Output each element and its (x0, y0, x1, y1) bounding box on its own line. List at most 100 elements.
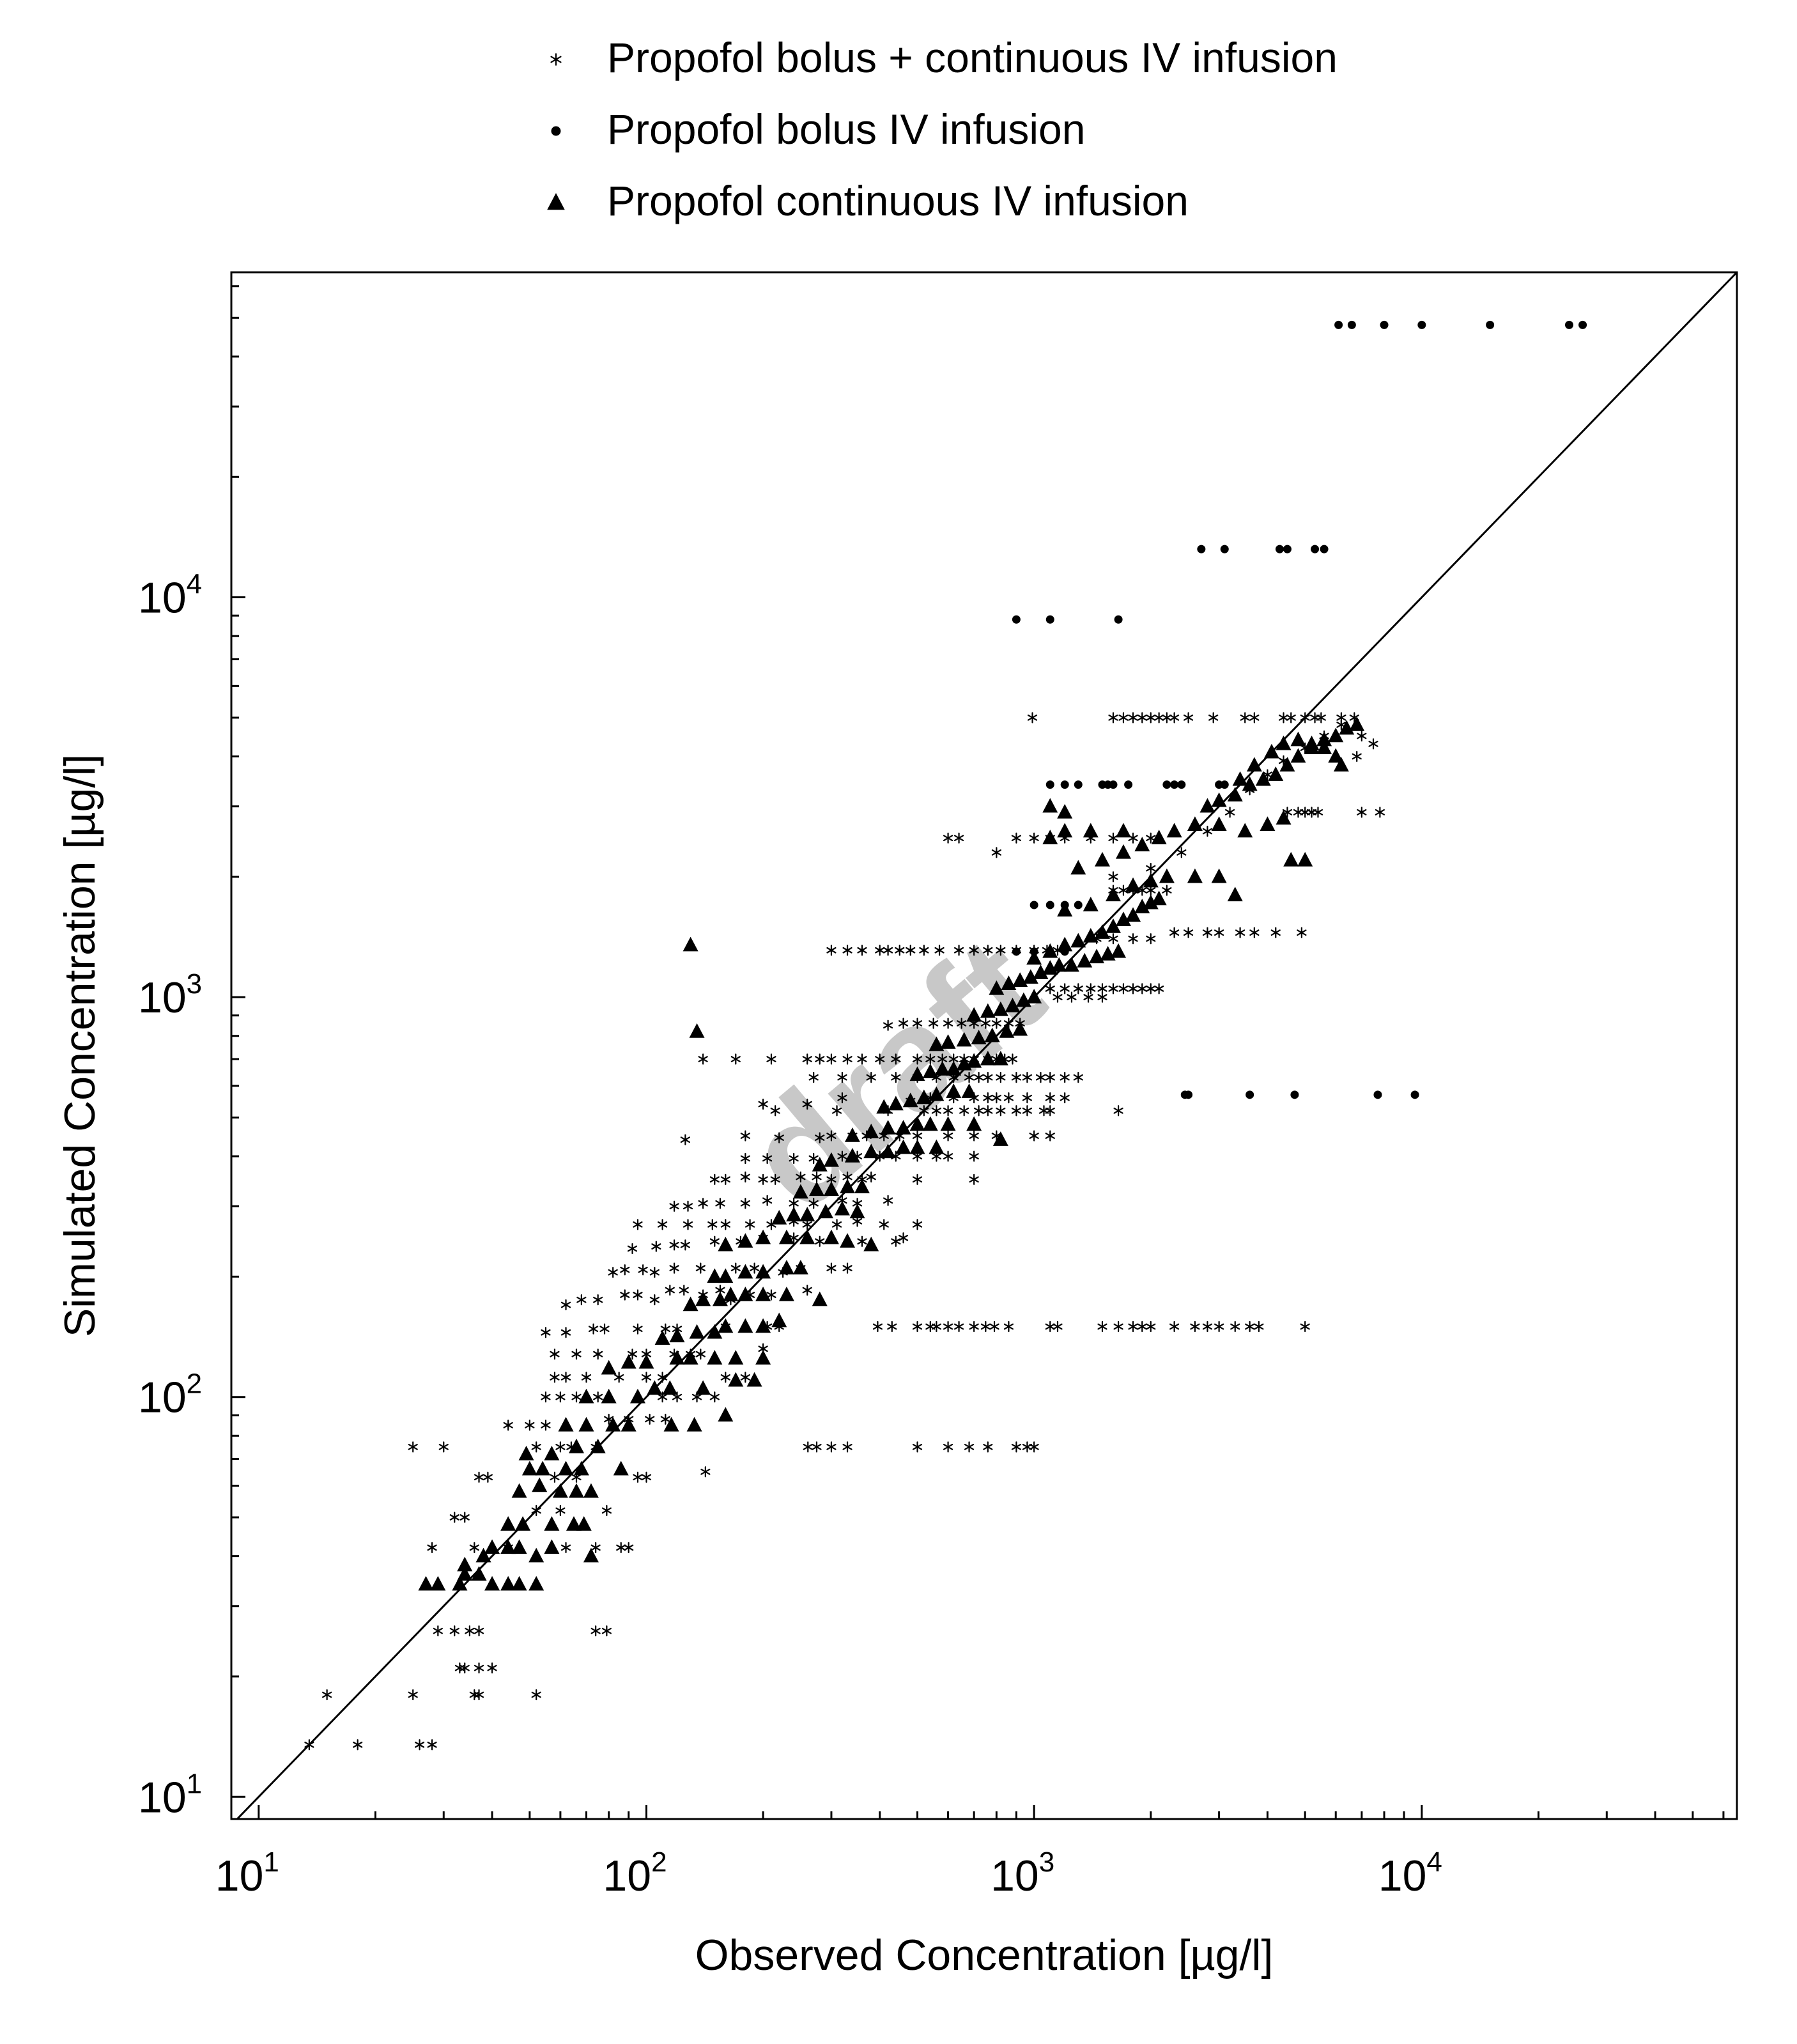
data-point-triangle (728, 1350, 744, 1365)
data-point-asterisk (1045, 983, 1055, 995)
data-point-triangle (515, 1516, 531, 1531)
data-point-asterisk (1073, 983, 1083, 995)
data-point-triangle (590, 1438, 606, 1453)
data-point-triangle (1125, 877, 1141, 892)
data-point-asterisk (541, 1420, 551, 1431)
data-point-asterisk (531, 1441, 541, 1453)
data-point-triangle (1237, 823, 1253, 838)
data-point-dot (1045, 901, 1054, 910)
data-point-asterisk (808, 1198, 819, 1209)
data-point-triangle (834, 1200, 850, 1216)
data-point-triangle (1012, 1021, 1028, 1036)
data-point-asterisk (531, 1505, 541, 1516)
data-point-triangle (1083, 823, 1099, 838)
data-point-triangle (1283, 851, 1299, 867)
plot-frame (230, 271, 1738, 1820)
watermark: draft (716, 905, 1072, 1241)
data-point-asterisk (709, 1235, 720, 1247)
data-point-asterisk (1035, 1072, 1046, 1083)
data-point-asterisk (1169, 712, 1180, 724)
data-point-triangle (999, 1023, 1015, 1038)
data-point-triangle (812, 1291, 828, 1306)
data-point-asterisk (658, 1219, 668, 1230)
data-point-asterisk (599, 1323, 610, 1335)
data-point-asterisk (709, 1173, 720, 1185)
data-point-asterisk (891, 1235, 901, 1247)
data-point-asterisk (815, 1235, 825, 1247)
data-point-asterisk (1300, 1320, 1310, 1333)
data-point-asterisk (766, 1053, 776, 1065)
data-point-asterisk (766, 1289, 776, 1301)
data-point-asterisk (571, 1349, 582, 1360)
data-point-asterisk (959, 1105, 969, 1117)
data-point-asterisk (1060, 1072, 1070, 1083)
data-point-triangle (909, 1066, 925, 1081)
data-point-triangle (755, 1229, 771, 1244)
y-tick-label: 103 (138, 968, 202, 1022)
data-point-dot (1114, 615, 1123, 624)
data-point-dot (1060, 780, 1069, 789)
data-point-dot (1184, 1090, 1193, 1099)
data-point-triangle (1349, 716, 1365, 731)
data-point-asterisk (943, 1320, 953, 1333)
data-point-asterisk (730, 1262, 741, 1274)
data-point-triangle (1051, 957, 1067, 972)
data-point-asterisk (608, 1267, 618, 1278)
data-point-triangle (647, 1380, 663, 1395)
data-point-triangle (989, 980, 1005, 995)
data-point-triangle (1242, 776, 1258, 791)
data-point-asterisk (641, 1372, 652, 1383)
data-point-asterisk (1108, 871, 1118, 883)
data-point-triangle (1057, 823, 1073, 838)
data-point-asterisk (898, 1018, 909, 1029)
legend-label: Propofol bolus IV infusion (607, 105, 1085, 153)
data-point-asterisk (590, 1625, 601, 1637)
data-point-asterisk (887, 1320, 897, 1333)
data-point-triangle (518, 1445, 534, 1460)
data-point-asterisk (1278, 712, 1289, 724)
data-point-asterisk (560, 1299, 571, 1311)
data-point-asterisk (842, 1053, 852, 1065)
data-point-asterisk (1027, 712, 1038, 724)
data-point-dot (1197, 545, 1206, 554)
data-point-asterisk (474, 1625, 484, 1637)
data-point-asterisk (1097, 1320, 1107, 1333)
data-point-asterisk (931, 1105, 941, 1117)
data-point-asterisk (1128, 983, 1138, 995)
data-point-asterisk (715, 1198, 725, 1209)
data-point-asterisk (304, 1739, 314, 1751)
data-point-triangle (457, 1556, 473, 1572)
data-point-asterisk (912, 1441, 923, 1453)
data-point-triangle (966, 1116, 982, 1131)
data-point-triangle (992, 1051, 1008, 1065)
data-point-asterisk (802, 1098, 812, 1110)
data-point-triangle (792, 1184, 808, 1199)
data-point-dot (1283, 545, 1292, 554)
data-point-dot (1290, 1090, 1299, 1099)
data-point-triangle (1134, 899, 1150, 913)
data-point-triangle (888, 1096, 904, 1111)
data-point-asterisk (943, 1150, 953, 1162)
data-point-triangle (956, 1032, 972, 1047)
data-point-asterisk (964, 1072, 975, 1083)
data-point-triangle (909, 1116, 925, 1131)
data-point-triangle (1166, 823, 1182, 838)
data-point-asterisk (620, 1289, 630, 1301)
data-point-asterisk (906, 945, 916, 956)
data-point-triangle (500, 1516, 516, 1531)
data-point-asterisk (912, 1173, 923, 1185)
data-point-dot (1030, 901, 1038, 910)
data-point-asterisk (1067, 991, 1077, 1003)
data-point-asterisk (857, 1053, 867, 1065)
data-point-asterisk (1352, 750, 1362, 763)
data-point-asterisk (720, 1372, 730, 1383)
data-point-asterisk (969, 1130, 979, 1142)
data-point-triangle (902, 1092, 918, 1108)
data-point-asterisk (1022, 1092, 1032, 1104)
data-point-triangle (1268, 766, 1284, 781)
data-point-triangle (1143, 872, 1159, 888)
data-point-asterisk (1240, 712, 1250, 724)
data-point-asterisk (1375, 807, 1385, 818)
data-point-asterisk (895, 945, 905, 956)
data-point-asterisk (1214, 927, 1224, 938)
